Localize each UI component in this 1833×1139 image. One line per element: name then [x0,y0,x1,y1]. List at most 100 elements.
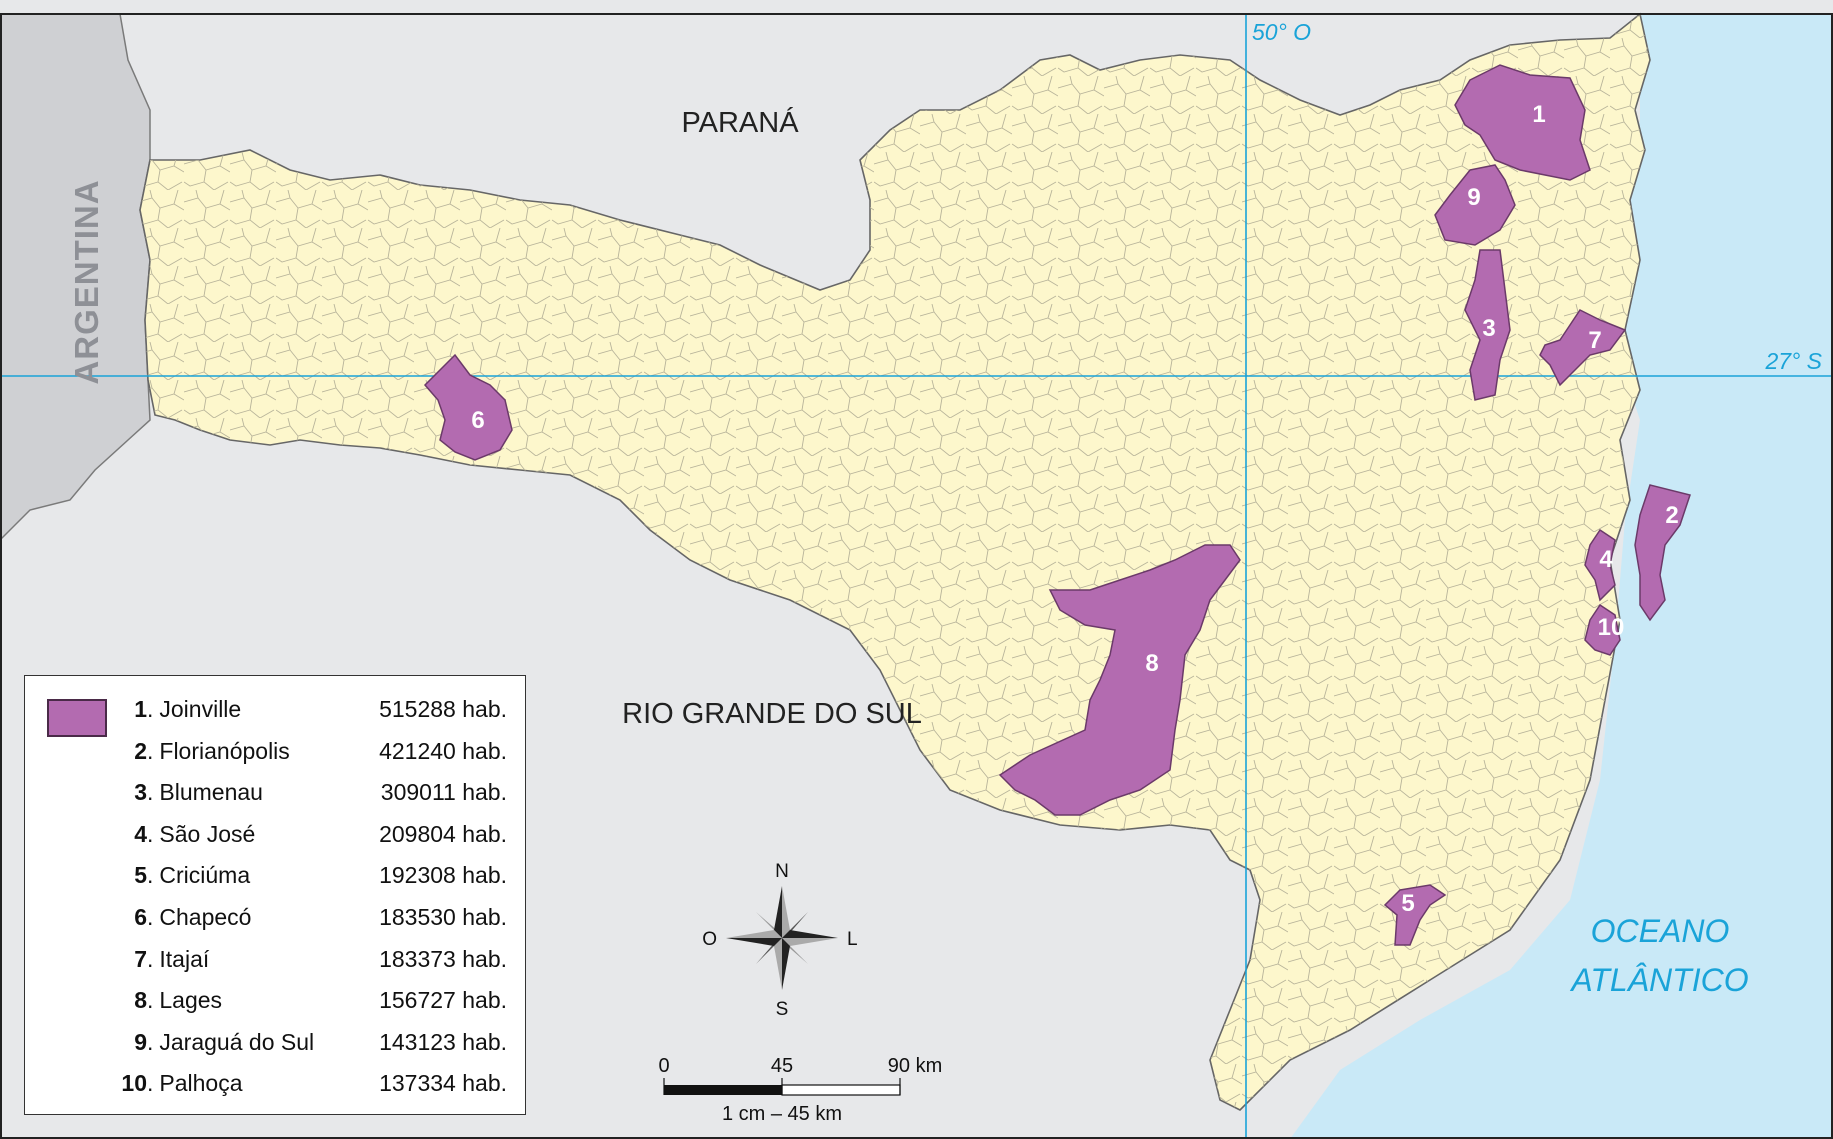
legend-city-name-text: Blumenau [159,779,263,806]
legend-city-separator: . [147,737,154,764]
legend-city-population: 192308 hab. [379,862,507,889]
city-number-3: 3 [1482,315,1495,342]
city-shape-jaragua [1434,164,1516,246]
legend-row: 1. Joinville 515288 hab. [25,696,527,736]
legend-city-name-text: Palhoça [159,1070,243,1097]
compass-point-s2 [774,938,782,990]
legend-city-number: 8 [134,987,147,1014]
legend-swatch [47,699,107,737]
city-shape-blumenau [1464,249,1511,401]
city-shape-itajai [1539,309,1627,387]
legend-box: 1. Joinville 515288 hab. 2. Florianópolis 421… [24,675,526,1115]
city-shape-joinville [1454,64,1591,181]
label-longitude: 50° O [1252,19,1311,45]
legend-city-name: . Chapecó [147,904,251,931]
legend-city-number: 3 [134,779,147,806]
legend-row: 6. Chapecó 183530 hab. [25,904,527,944]
label-ocean-line2: ATLÂNTICO [1569,962,1748,998]
compass-point-n2 [782,886,790,938]
city-number-2: 2 [1665,502,1678,529]
label-rio-grande-do-sul: RIO GRANDE DO SUL [622,698,922,730]
map-frame [0,13,1833,1139]
legend-row: 9. Jaraguá do Sul 143123 hab. [25,1029,527,1069]
legend-city-separator: . [147,904,154,930]
compass-rose: N S L O [702,861,857,1020]
scale-segment-white [781,1084,901,1096]
label-argentina: ARGENTINA [68,179,105,384]
legend-city-name: . Itajaí [147,946,209,973]
city-number-4: 4 [1599,546,1613,573]
legend-row: 4. São José 209804 hab. [25,821,527,861]
compass-point-w [726,938,782,946]
legend-row: 5. Criciúma 192308 hab. [25,862,527,902]
legend-city-separator: . [147,696,154,722]
legend-city-separator: . [147,1028,154,1055]
compass-north: N [775,861,789,882]
ocean-area [1290,14,1833,1139]
compass-east: L [847,929,858,950]
legend-city-number: 4 [134,820,147,847]
city-number-6: 6 [471,407,484,434]
legend-city-population: 143123 hab. [379,1028,507,1055]
legend-city-number: 5 [134,862,147,889]
city-number-8: 8 [1145,650,1158,677]
compass-point-w2 [726,930,782,938]
legend-city-name: . Lages [147,987,222,1014]
legend-city-name: . Florianópolis [147,738,290,765]
legend-city-number: 10 [121,1070,147,1097]
legend-city-separator: . [147,820,154,847]
legend-city-name-text: Chapecó [159,904,252,930]
legend-city-number: 2 [134,737,147,764]
city-number-1: 1 [1532,101,1545,128]
compass-south: S [776,999,789,1020]
city-shape-criciuma [1383,884,1447,946]
legend-row: 8. Lages 156727 hab. [25,987,527,1027]
city-shape-palhoca [1584,603,1621,656]
legend-city-population: 156727 hab. [379,987,507,1014]
label-ocean-line1: OCEANO [1591,913,1730,949]
compass-point-e [782,930,838,938]
scale-caption: 1 cm – 45 km [722,1103,842,1125]
city-number-10: 10 [1598,614,1625,641]
legend-city-separator: . [147,1070,154,1097]
city-shape-lages [998,544,1241,816]
legend-city-name-text: São José [159,820,256,847]
compass-west: O [702,929,717,950]
label-latitude: 27° S [1764,348,1822,374]
legend-city-name: . Jaraguá do Sul [147,1029,314,1056]
compass-point-e2 [782,938,838,946]
legend-city-population: 137334 hab. [379,1070,507,1097]
legend-city-name-text: Joinville [159,696,242,722]
legend-row: 10. Palhoça 137334 hab. [25,1070,527,1110]
label-parana: PARANÁ [681,106,799,139]
legend-city-number: 6 [134,904,147,930]
city-shape-sao-jose [1584,528,1616,602]
scale-label-0: 0 [658,1055,669,1077]
legend-city-number: 9 [134,1028,147,1055]
compass-point-s [782,938,790,990]
legend-city-population: 183373 hab. [379,945,507,972]
legend-row: 2. Florianópolis 421240 hab. [25,738,527,778]
legend-city-number: 1 [134,696,147,722]
legend-city-population: 421240 hab. [379,737,507,764]
legend-city-name-text: Jaraguá do Sul [159,1028,315,1055]
legend-city-number: 7 [134,945,147,972]
legend-city-name: . Joinville [147,696,241,723]
legend-city-name-text: Itajaí [159,945,210,972]
compass-point-n [774,886,782,938]
legend-city-name-text: Lages [159,987,223,1014]
scale-label-45: 45 [771,1055,793,1077]
legend-city-population: 515288 hab. [379,696,507,722]
city-number-7: 7 [1588,327,1601,354]
legend-row: 3. Blumenau 309011 hab. [25,779,527,819]
legend-city-separator: . [147,779,154,806]
legend-city-name: . Criciúma [147,862,250,889]
scale-bar: 0 45 90 km 1 cm – 45 km [658,1055,942,1125]
scale-segment-black [664,1085,782,1095]
municipal-boundaries [140,14,1650,1110]
legend-city-separator: . [147,945,154,972]
city-number-5: 5 [1401,890,1414,917]
legend-city-name-text: Criciúma [159,862,251,889]
legend-city-name: . São José [147,821,255,848]
